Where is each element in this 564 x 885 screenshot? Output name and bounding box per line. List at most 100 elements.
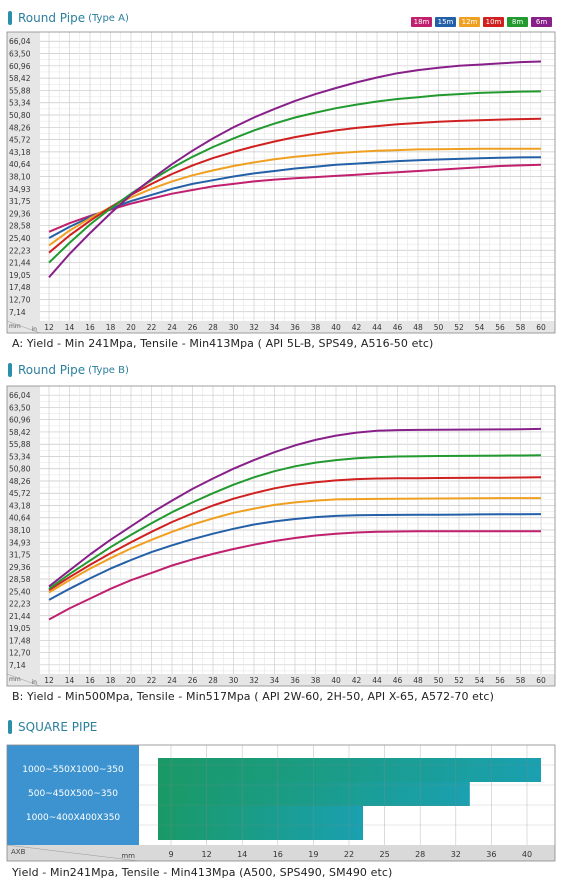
x-tick-label: 44 [372,323,382,332]
x-tick-label: 60 [536,323,546,332]
series-line-18m [48,163,542,233]
x-tick-label: 16 [85,323,95,332]
y-tick-label: 60,96 [9,416,31,425]
y-tick-label: 29,36 [9,563,31,572]
x-tick-label: 40 [522,850,532,859]
band-row-2 [158,806,363,840]
axis-corner-top: AXB [11,848,26,856]
square-row-label: 1000~550X1000~350 [22,765,124,775]
y-tick-label: 25,40 [9,234,31,243]
y-tick-label: 31,75 [9,551,31,560]
series-line-6m [48,427,542,588]
y-tick-label: 19,05 [9,624,31,633]
x-tick-label: 26 [188,323,198,332]
y-tick-label: 48,26 [9,477,31,486]
x-tick-label: 42 [352,676,362,685]
x-tick-label: 36 [290,323,300,332]
x-axis-panel [7,674,555,686]
x-tick-label: 40 [331,676,341,685]
x-tick-label: 32 [249,323,259,332]
x-tick-label: 32 [249,676,259,685]
series-line-10m [48,476,542,591]
title-bar-icon [8,720,12,734]
y-tick-label: 40,64 [9,160,31,169]
y-tick-label: 53,34 [9,452,31,461]
x-tick-label: 54 [475,323,485,332]
x-axis-panel [7,321,555,333]
square-row-label: 1000~400X400X350 [25,813,121,823]
y-tick-label: 53,34 [9,99,31,108]
y-tick-label: 60,96 [9,62,31,71]
y-tick-label: 55,88 [9,440,31,449]
title-bar-icon [8,363,12,377]
y-tick-label: 48,26 [9,123,31,132]
y-tick-label: 34,93 [9,185,31,194]
axis-corner-divider [6,320,41,334]
x-tick-label: 18 [106,323,116,332]
section-a-title-text: Round Pipe [18,11,86,25]
x-tick-label: 14 [237,850,247,859]
x-tick-label: 60 [536,676,546,685]
x-tick-label: 30 [229,676,239,685]
legend-item-12m: 12m [459,17,480,27]
series-line-6m [48,60,542,278]
axis-corner-top: mm [9,676,21,683]
y-tick-label: 21,44 [9,612,31,621]
y-tick-label: 17,48 [9,636,31,645]
section-square-title: SQUARE PIPE [8,718,97,736]
x-tick-label: 44 [372,676,382,685]
x-tick-label: 12 [44,323,54,332]
x-tick-label: 18 [106,676,116,685]
x-tick-label: 34 [270,323,280,332]
x-tick-label: 9 [168,850,173,859]
x-tick-label: 19 [308,850,318,859]
legend: 18m 15m 12m 10m 8m 6m [411,17,552,27]
x-tick-label: 24 [167,676,177,685]
x-tick-label: 34 [270,676,280,685]
x-tick-label: 56 [495,323,505,332]
y-axis-panel [7,386,40,686]
y-tick-label: 12,70 [9,295,31,304]
x-tick-label: 52 [454,676,464,685]
y-tick-label: 29,36 [9,209,31,218]
square-row-label: 500~450X500~350 [28,789,118,799]
x-tick-label: 22 [147,323,157,332]
series-line-12m [48,147,541,247]
legend-item-6m: 6m [531,17,552,27]
y-tick-label: 21,44 [9,259,31,268]
x-tick-label: 12 [202,850,212,859]
section-square-note: Yield - Min241Mpa, Tensile - Min413Mpa (… [12,866,393,879]
x-tick-label: 22 [147,676,157,685]
y-tick-label: 19,05 [9,271,31,280]
legend-item-8m: 8m [507,17,528,27]
y-tick-label: 31,75 [9,197,31,206]
chart-border [6,744,556,862]
x-tick-label: 54 [475,676,485,685]
x-tick-label: 16 [85,676,95,685]
x-tick-label: 32 [451,850,461,859]
section-b-note: B: Yield - Min500Mpa, Tensile - Min517Mp… [12,690,494,703]
x-tick-label: 48 [413,323,423,332]
x-tick-label: 36 [290,676,300,685]
y-tick-label: 43,18 [9,148,31,157]
axis-corner-bottom: mm [121,852,135,860]
section-b-title-text: Round Pipe [18,363,86,377]
axis-corner-bottom: in [32,326,38,333]
x-tick-label: 16 [273,850,283,859]
y-tick-label: 66,04 [9,37,31,46]
x-tick-label: 46 [393,323,403,332]
x-tick-label: 50 [434,323,444,332]
y-tick-label: 63,50 [9,50,31,59]
title-bar-icon [8,11,12,25]
chart-border [6,31,556,334]
series-line-18m [48,530,541,621]
x-tick-label: 38 [311,676,321,685]
x-tick-label: 20 [126,676,136,685]
x-tick-label: 38 [311,323,321,332]
section-b-title: Round Pipe (Type B) [8,361,129,379]
section-a-title: Round Pipe (Type A) [8,9,129,27]
y-tick-label: 28,58 [9,222,31,231]
y-tick-label: 66,04 [9,391,31,400]
